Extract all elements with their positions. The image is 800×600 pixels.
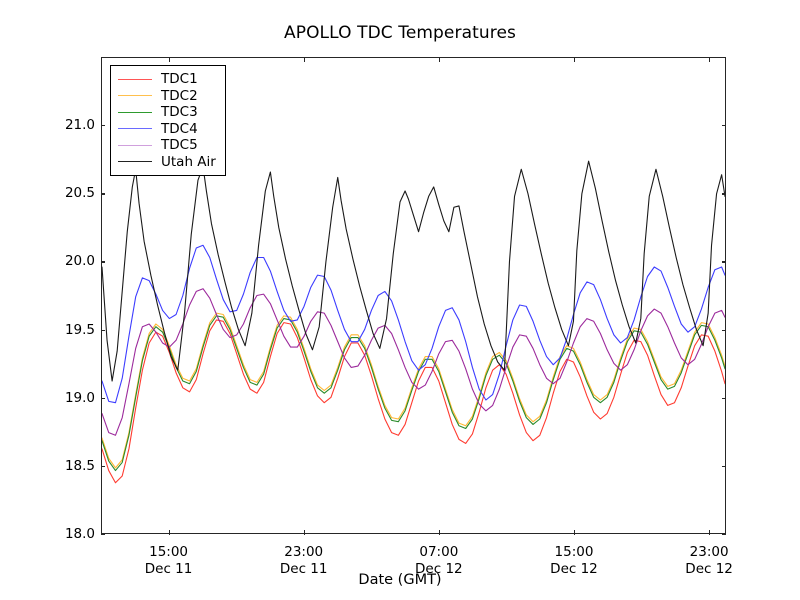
legend-entry-tdc4: TDC4 <box>118 121 216 138</box>
x-tick-time: 15:00 <box>149 544 189 560</box>
legend-label: TDC2 <box>161 87 198 104</box>
x-tick-mark <box>709 530 711 535</box>
y-tick-label: 19.0 <box>64 389 95 406</box>
x-tick-mark <box>573 530 576 535</box>
legend-entry-utah-air: Utah Air <box>118 154 216 171</box>
x-tick-time: 23:00 <box>689 544 729 560</box>
y-tick-mark <box>101 329 105 331</box>
x-axis-tick-labels: 15:00 Dec 11 23:00 Dec 11 07:00 Dec 12 15:00 De… <box>0 540 800 590</box>
y-tick-mark <box>101 125 105 127</box>
x-tick-label: 23:00 Dec 11 <box>244 544 364 578</box>
legend-label: TDC1 <box>161 71 198 87</box>
y-tick-mark-right <box>722 193 726 195</box>
x-tick-label: 07:00 Dec 12 <box>379 544 499 578</box>
y-tick-mark-right <box>722 534 726 536</box>
y-tick-mark <box>101 534 105 536</box>
legend-entry-tdc1: TDC1 <box>118 71 216 88</box>
y-tick-mark-right <box>722 465 726 468</box>
legend-entry-tdc2: TDC2 <box>118 88 216 105</box>
series-line-tdc2 <box>102 312 725 469</box>
x-tick-label: 23:00 Dec 12 <box>649 544 769 578</box>
legend-entry-tdc5: TDC5 <box>118 137 216 154</box>
plot-area <box>101 57 726 534</box>
x-tick-mark <box>303 530 305 535</box>
x-tick-mark-top <box>709 57 711 62</box>
legend-label: TDC3 <box>161 104 198 120</box>
series-line-tdc4 <box>102 244 725 404</box>
series-line-tdc1 <box>102 319 725 484</box>
y-tick-mark-right <box>722 397 726 399</box>
x-tick-mark-top <box>438 57 441 62</box>
x-tick-time: 07:00 <box>419 544 459 560</box>
x-tick-mark <box>438 530 441 535</box>
y-tick-mark-right <box>722 329 726 331</box>
x-tick-label: 15:00 Dec 11 <box>109 544 229 578</box>
x-tick-date: Dec 11 <box>279 561 328 577</box>
y-tick-mark <box>101 261 105 263</box>
y-tick-mark <box>101 193 105 195</box>
x-tick-date: Dec 12 <box>415 561 463 577</box>
x-tick-mark-top <box>573 57 576 62</box>
x-tick-mark-top <box>303 57 305 62</box>
legend-label: TDC4 <box>161 120 198 137</box>
y-tick-mark-right <box>722 125 726 127</box>
y-tick-label: 18.5 <box>64 457 95 474</box>
y-tick-label: 20.0 <box>64 253 95 270</box>
y-tick-mark <box>101 397 105 399</box>
plot-lines <box>102 160 725 484</box>
y-axis-tick-labels: 18.0 18.5 19.0 19.5 20.0 20.5 21.0 <box>33 0 95 600</box>
legend-swatch <box>118 95 152 97</box>
chart-legend: TDC1 TDC2 TDC3 TDC4 TDC5 Utah Air <box>110 65 226 176</box>
series-line-tdc5 <box>102 288 725 436</box>
series-line-tdc3 <box>102 315 725 472</box>
x-axis-label: Date (GMT) <box>358 572 442 588</box>
legend-swatch <box>118 144 152 146</box>
y-tick-label: 18.0 <box>64 526 95 542</box>
legend-swatch <box>118 161 152 163</box>
x-tick-date: Dec 12 <box>685 561 733 577</box>
x-tick-mark <box>168 530 170 535</box>
legend-swatch <box>118 128 152 130</box>
x-tick-time: 23:00 <box>284 544 324 560</box>
y-tick-mark-right <box>722 261 726 263</box>
y-tick-label: 19.5 <box>64 321 95 338</box>
legend-label: Utah Air <box>161 153 216 170</box>
x-tick-date: Dec 12 <box>550 561 598 577</box>
x-tick-label: 15:00 Dec 12 <box>514 544 634 578</box>
y-tick-label: 21.0 <box>64 117 95 134</box>
legend-swatch <box>118 111 152 113</box>
y-tick-label: 20.5 <box>64 185 95 202</box>
legend-swatch <box>118 78 152 80</box>
legend-entry-tdc3: TDC3 <box>118 104 216 121</box>
legend-label: TDC5 <box>161 137 198 153</box>
x-tick-date: Dec 11 <box>144 561 193 577</box>
chart-title: APOLLO TDC Temperatures <box>284 23 516 43</box>
y-tick-mark <box>101 465 105 468</box>
x-tick-mark-top <box>168 57 170 62</box>
series-line-utah-air <box>102 160 725 382</box>
x-tick-time: 15:00 <box>554 544 594 560</box>
